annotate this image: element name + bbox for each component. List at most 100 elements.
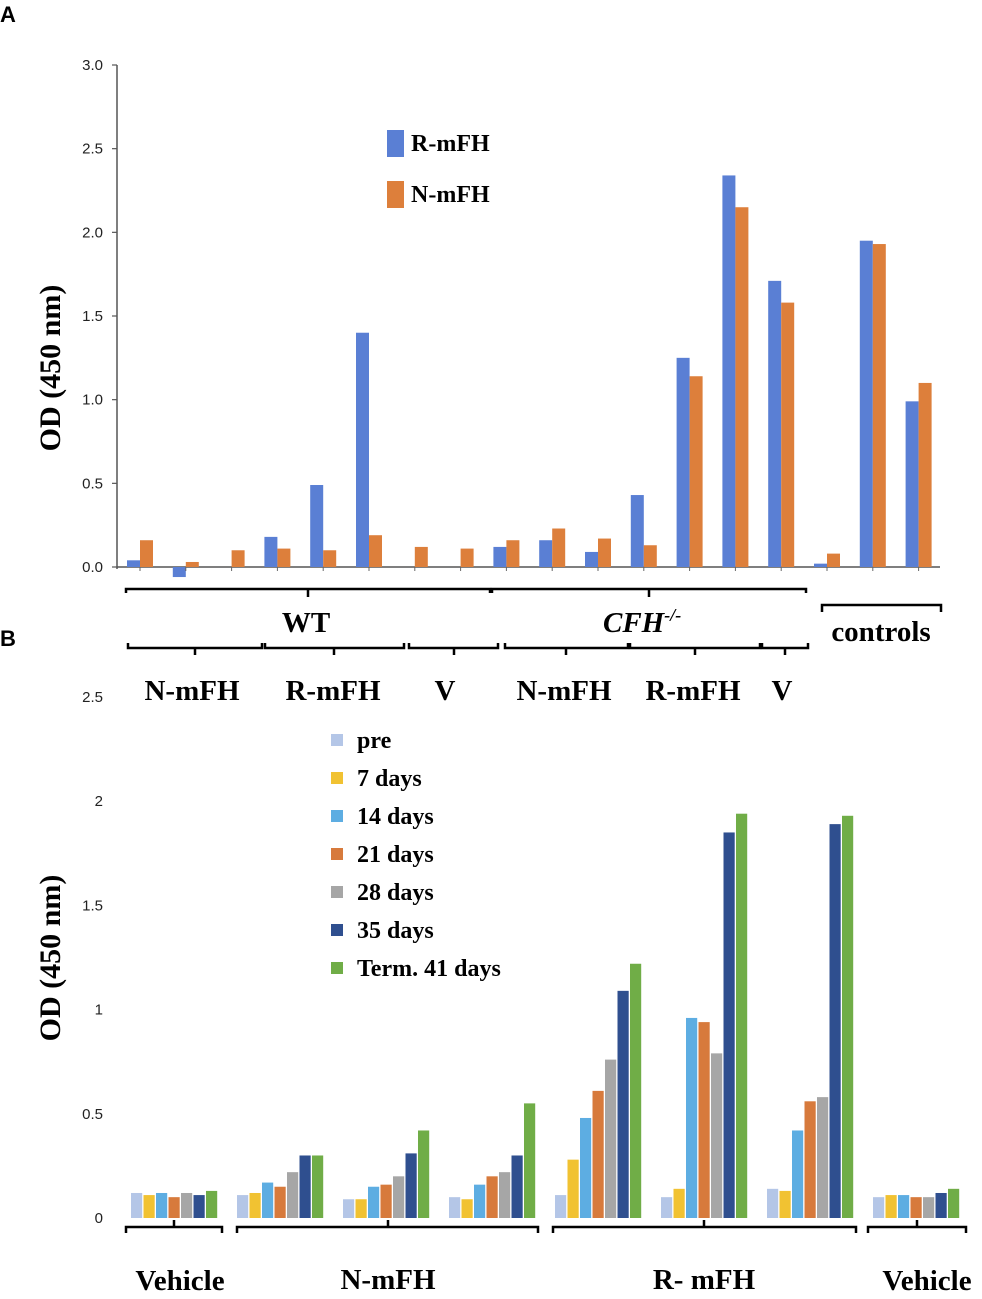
bar-b-35-days-2	[300, 1155, 311, 1218]
panel-a-letter: A	[0, 2, 16, 27]
legend-b-label-pre: pre	[357, 728, 392, 754]
panel-b-letter: B	[0, 626, 16, 651]
bar-a-n-mfh-9	[506, 540, 519, 567]
panel-a-y-axis: 0.00.51.01.52.02.53.0	[82, 57, 940, 576]
bar-a-n-mfh-3	[232, 550, 245, 567]
panel-b-ytick-label: 1.5	[82, 897, 103, 914]
legend-a-label-r-mfh: R-mFH	[411, 131, 490, 157]
bar-b-14-days-8	[898, 1195, 909, 1218]
legend-b-label-term-41-days: Term. 41 days	[357, 956, 501, 982]
legend-a-swatch-n-mfh	[387, 181, 404, 208]
inner-label-cfh-r-mfh: R-mFH	[645, 675, 740, 707]
bar-b-7-days-7	[780, 1191, 791, 1218]
panel-a-ytick-label: 0.5	[82, 475, 103, 492]
bar-a-n-mfh-18	[919, 383, 932, 567]
bar-b-28-days-4	[499, 1172, 510, 1218]
bar-a-n-mfh-7	[415, 547, 428, 567]
bar-a-r-mfh-14	[722, 175, 735, 567]
bar-a-n-mfh-6	[369, 535, 382, 567]
panel-a-ytick-label: 1.5	[82, 308, 103, 325]
bar-b-7-days-4	[462, 1199, 473, 1218]
group-label-b-n-mfh: N-mFH	[340, 1264, 435, 1294]
bracket-cfh-v	[762, 643, 808, 655]
legend-b-label-28-days: 28 days	[357, 880, 434, 906]
inner-label-cfh-n-mfh: N-mFH	[516, 675, 611, 707]
bar-b-35-days-6	[724, 832, 735, 1218]
bar-a-n-mfh-2	[186, 562, 199, 567]
legend-b-swatch-pre	[331, 734, 343, 746]
bar-a-r-mfh-6	[356, 333, 369, 567]
panel-b-ytick-label: 1	[95, 1002, 103, 1019]
bar-b-pre-5	[555, 1195, 566, 1218]
legend-b-label-14-days: 14 days	[357, 804, 434, 830]
bar-b-14-days-5	[580, 1118, 591, 1218]
bar-b-28-days-3	[393, 1176, 404, 1218]
bracket-controls	[822, 605, 941, 612]
bar-b-pre-2	[237, 1195, 248, 1218]
bar-b-7-days-6	[674, 1189, 685, 1218]
panel-b-y-axis-label: OD (450 nm)	[34, 875, 67, 1042]
bar-a-n-mfh-11	[598, 539, 611, 567]
group-label-b-vehicle-left: Vehicle	[135, 1265, 224, 1294]
bar-b-21-days-7	[805, 1101, 816, 1218]
bar-b-7-days-8	[886, 1195, 897, 1218]
bar-b-14-days-2	[262, 1183, 273, 1218]
bar-b-28-days-2	[287, 1172, 298, 1218]
panel-b-bars	[131, 814, 959, 1218]
bar-a-n-mfh-13	[690, 376, 703, 567]
bar-a-r-mfh-17	[860, 241, 873, 567]
panel-a-y-axis-label: OD (450 nm)	[34, 285, 67, 452]
inner-label-wt-n-mfh: N-mFH	[144, 675, 239, 707]
bar-a-r-mfh-2	[173, 567, 186, 577]
bar-b-35-days-1	[194, 1195, 205, 1218]
legend-b-swatch-35-days	[331, 924, 343, 936]
bar-b-pre-1	[131, 1193, 142, 1218]
group-label-cfh-superscript: -/-	[664, 605, 681, 625]
bar-b-pre-8	[873, 1197, 884, 1218]
panel-a-ytick-label: 2.5	[82, 141, 103, 158]
bar-a-r-mfh-9	[493, 547, 506, 567]
panel-a-ytick-label: 0.0	[82, 559, 103, 576]
bracket-b-vehicle-right	[868, 1220, 966, 1233]
bar-b-14-days-4	[474, 1185, 485, 1218]
panel-b-ytick-label: 0	[95, 1210, 103, 1227]
bar-a-n-mfh-12	[644, 545, 657, 567]
group-label-cfh-base: CFH	[603, 607, 666, 639]
bracket-b-n-mfh	[237, 1220, 538, 1233]
bar-a-n-mfh-14	[735, 207, 748, 567]
bar-a-n-mfh-15	[781, 303, 794, 567]
inner-label-cfh-v: V	[772, 675, 793, 707]
bar-b-pre-7	[767, 1189, 778, 1218]
bracket-b-vehicle-left	[126, 1220, 222, 1233]
bar-b-35-days-4	[512, 1155, 523, 1218]
bar-b-7-days-3	[356, 1199, 367, 1218]
bar-b-35-days-8	[936, 1193, 947, 1218]
bar-a-n-mfh-17	[873, 244, 886, 567]
bar-a-r-mfh-10	[539, 540, 552, 567]
panel-b-brackets	[126, 1220, 966, 1233]
bar-b-term-41-days-4	[524, 1103, 535, 1218]
panel-b-ytick-label: 2	[95, 793, 103, 810]
bar-a-r-mfh-1	[127, 560, 140, 567]
bar-b-14-days-7	[792, 1130, 803, 1218]
bar-b-term-41-days-6	[736, 814, 747, 1218]
bar-a-n-mfh-4	[277, 549, 290, 567]
bar-a-r-mfh-13	[677, 358, 690, 567]
inner-label-wt-v: V	[435, 675, 456, 707]
panel-a-ytick-label: 1.0	[82, 392, 103, 409]
bar-b-21-days-1	[169, 1197, 180, 1218]
bar-a-r-mfh-4	[264, 537, 277, 567]
bar-b-21-days-5	[593, 1091, 604, 1218]
panel-a-ytick-label: 2.0	[82, 224, 103, 241]
legend-b-label-21-days: 21 days	[357, 842, 434, 868]
group-label-wt: WT	[282, 607, 330, 639]
bar-a-r-mfh-12	[631, 495, 644, 567]
bar-b-35-days-3	[406, 1153, 417, 1218]
bar-b-7-days-5	[568, 1160, 579, 1218]
bar-a-n-mfh-8	[461, 549, 474, 567]
bar-b-term-41-days-7	[842, 816, 853, 1218]
bar-b-term-41-days-3	[418, 1130, 429, 1218]
bar-b-term-41-days-2	[312, 1155, 323, 1218]
legend-b-swatch-21-days	[331, 848, 343, 860]
